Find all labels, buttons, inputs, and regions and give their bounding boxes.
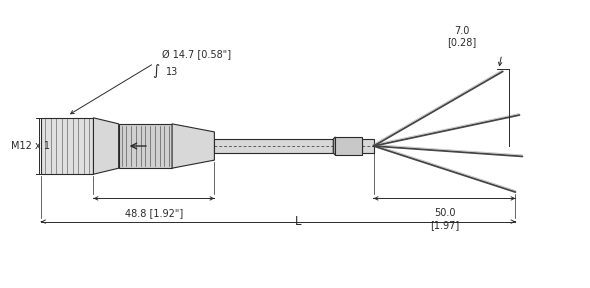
Bar [335,137,362,155]
Bar [362,139,373,153]
Bar [119,124,172,168]
Text: 7.0
[0.28]: 7.0 [0.28] [447,26,476,47]
Text: 48.8 [1.92"]: 48.8 [1.92"] [125,209,183,219]
Polygon shape [93,118,119,174]
Text: M12 x 1: M12 x 1 [11,141,50,151]
Text: $\it{\int}$: $\it{\int}$ [152,62,160,80]
Polygon shape [333,137,335,155]
Bar [214,139,333,153]
Text: L: L [295,215,301,228]
Bar [41,118,93,174]
Text: 13: 13 [166,67,178,77]
Text: 50.0
[1.97]: 50.0 [1.97] [430,209,459,230]
Polygon shape [172,124,214,168]
Text: Ø 14.7 [0.58"]: Ø 14.7 [0.58"] [162,50,231,60]
